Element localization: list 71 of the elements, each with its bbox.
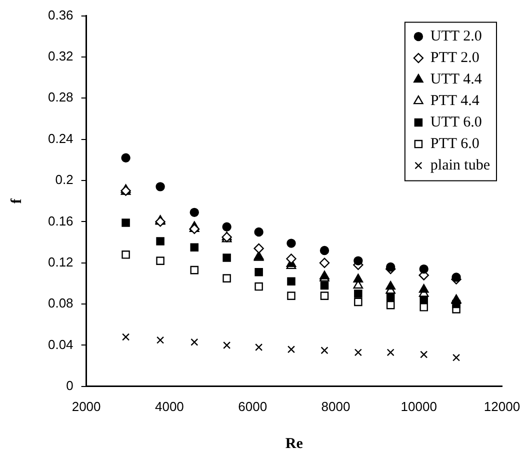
point — [190, 338, 198, 346]
point — [420, 302, 428, 312]
point — [190, 243, 199, 252]
legend-label: UTT 4.4 — [430, 71, 482, 88]
x-tick-label: 12000 — [484, 398, 520, 414]
legend-label: PTT 4.4 — [430, 92, 480, 109]
y-tick-label: 0.08 — [48, 296, 74, 311]
point — [222, 274, 231, 282]
point — [420, 350, 428, 358]
point — [156, 256, 164, 265]
point — [354, 348, 362, 356]
x-axis-title: Re — [285, 436, 304, 452]
point — [190, 266, 199, 274]
point — [255, 344, 263, 352]
point — [254, 282, 263, 291]
point — [156, 237, 164, 246]
point — [286, 238, 296, 248]
point — [156, 336, 164, 344]
legend-label: UTT 6.0 — [430, 114, 482, 130]
point — [121, 153, 130, 162]
point — [320, 346, 328, 354]
legend-label: PTT 2.0 — [430, 50, 480, 66]
x-tick-label: 2000 — [72, 398, 101, 414]
point — [223, 341, 231, 350]
x-tick-label: 4000 — [154, 398, 184, 414]
point — [320, 246, 330, 256]
legend-label: PTT 6.0 — [430, 136, 480, 152]
y-tick-label: 0.16 — [48, 213, 74, 228]
point — [418, 284, 429, 293]
point — [122, 218, 130, 227]
point — [386, 348, 394, 356]
point — [452, 354, 460, 362]
y-tick-label: 0.12 — [48, 254, 74, 270]
y-tick-label: 0.24 — [48, 130, 74, 146]
y-axis-title: f — [8, 198, 25, 204]
point — [286, 254, 296, 264]
point — [386, 262, 396, 272]
point — [354, 256, 363, 266]
point — [222, 222, 232, 232]
point — [386, 280, 396, 290]
y-tick-label: 0.32 — [48, 48, 74, 64]
point — [353, 274, 364, 282]
point — [419, 264, 428, 274]
point — [222, 254, 231, 262]
point — [287, 346, 296, 354]
y-tick-label: 0.28 — [48, 90, 74, 105]
point — [122, 250, 130, 259]
x-tick-label: 8000 — [321, 398, 350, 414]
point — [354, 298, 362, 306]
point — [320, 292, 329, 300]
legend-label: UTT 2.0 — [430, 28, 482, 44]
point — [156, 182, 165, 192]
point — [386, 300, 395, 310]
point — [319, 258, 330, 268]
point — [287, 292, 296, 300]
x-tick-label: 10000 — [400, 398, 437, 414]
point — [122, 333, 130, 341]
y-tick-label: 0.36 — [48, 7, 74, 22]
point — [287, 277, 296, 286]
point — [452, 272, 461, 282]
y-tick-label: 0.2 — [55, 172, 74, 188]
x-tick-label: 6000 — [238, 398, 268, 414]
point — [354, 290, 362, 298]
point — [254, 227, 264, 237]
point — [254, 268, 263, 276]
legend-label: plain tube — [430, 157, 490, 174]
y-tick-label: 0 — [66, 378, 74, 393]
y-tick-label: 0.04 — [48, 336, 74, 352]
point — [190, 208, 199, 218]
point — [320, 281, 329, 290]
point — [254, 243, 264, 254]
